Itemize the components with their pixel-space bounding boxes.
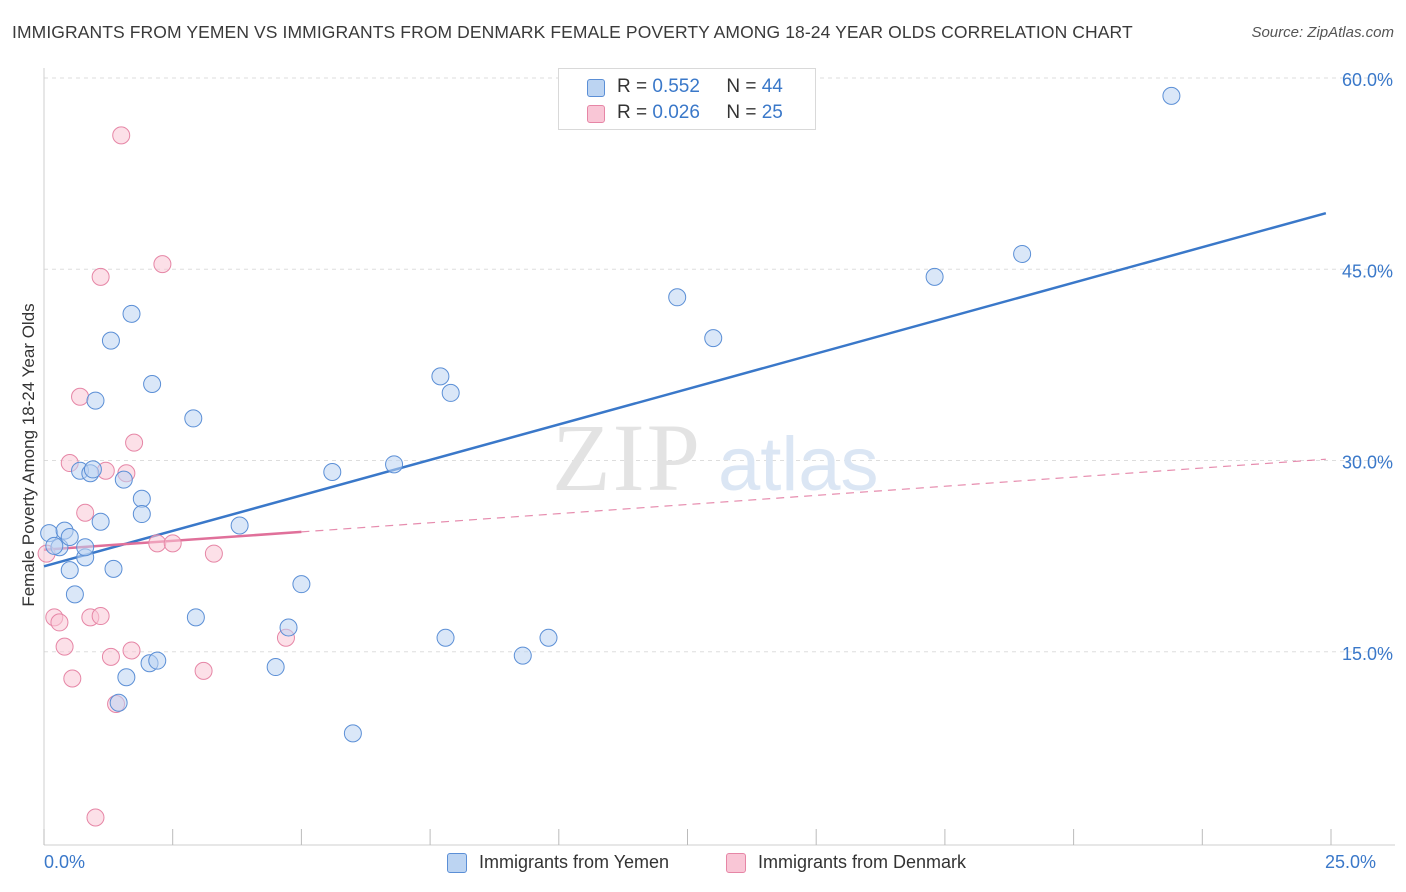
denmark-point <box>112 126 131 145</box>
r-label: R = <box>617 76 648 97</box>
yemen-point <box>122 304 141 323</box>
denmark-point <box>50 613 69 632</box>
denmark-point <box>55 637 74 656</box>
data-points <box>37 86 1181 827</box>
yemen-point <box>704 329 723 348</box>
y-tick-label: 45.0% <box>1342 261 1393 281</box>
denmark-point <box>194 661 213 680</box>
yemen-point <box>143 375 162 393</box>
denmark-point <box>76 503 95 522</box>
n-label: N = <box>726 76 757 97</box>
denmark-point <box>122 641 141 660</box>
yemen-point <box>925 267 944 286</box>
yemen-point <box>513 646 532 665</box>
yemen-point <box>45 536 64 555</box>
trend-lines <box>43 211 1327 568</box>
yemen-point <box>323 462 342 481</box>
yemen-legend-label: Immigrants from Yemen <box>479 852 670 872</box>
y-tick-labels: 15.0% 30.0% 45.0% 60.0% <box>1342 70 1393 664</box>
n-label: N = <box>726 102 757 123</box>
yemen-point <box>148 651 167 670</box>
denmark-n-value: 25 <box>761 102 783 123</box>
x-tick-label-max: 25.0% <box>1325 852 1377 872</box>
denmark-point <box>163 534 182 553</box>
yemen-point <box>83 460 102 479</box>
watermark-zip: ZIP <box>552 404 702 511</box>
denmark-swatch <box>587 105 605 123</box>
yemen-point <box>91 512 110 531</box>
yemen-r-value: 0.552 <box>652 76 700 97</box>
denmark-point <box>63 669 82 688</box>
denmark-point <box>204 544 223 563</box>
yemen-point <box>230 516 249 535</box>
yemen-n-value: 44 <box>761 76 783 97</box>
yemen-point <box>184 409 203 428</box>
denmark-point <box>125 433 144 452</box>
yemen-point <box>279 618 298 637</box>
r-label: R = <box>617 102 648 123</box>
yemen-point <box>114 470 133 489</box>
yemen-point <box>132 505 151 524</box>
yemen-point <box>1162 86 1181 105</box>
denmark-point <box>91 267 110 286</box>
denmark-point <box>91 607 110 626</box>
yemen-point <box>431 367 450 386</box>
denmark-legend-swatch <box>726 853 746 873</box>
yemen-point <box>117 668 136 687</box>
yemen-point <box>441 383 460 402</box>
yemen-point <box>266 658 285 677</box>
y-tick-label: 30.0% <box>1342 453 1393 473</box>
denmark-point <box>148 534 167 553</box>
denmark-point <box>101 647 120 666</box>
chart-title: IMMIGRANTS FROM YEMEN VS IMMIGRANTS FROM… <box>12 22 1133 42</box>
yemen-point <box>60 528 79 546</box>
source-label: Source: ZipAtlas.com <box>1251 24 1394 41</box>
yemen-point <box>186 608 205 627</box>
yemen-point <box>76 538 95 557</box>
gridlines <box>44 77 1395 653</box>
y-axis-label: Female Poverty Among 18-24 Year Olds <box>19 303 38 606</box>
yemen-point <box>132 489 151 508</box>
denmark-point <box>86 808 105 827</box>
yemen-point <box>539 628 558 647</box>
yemen-point <box>101 331 120 350</box>
x-tick-label-min: 0.0% <box>44 852 86 872</box>
axes <box>43 68 1395 846</box>
watermark: ZIP atlas <box>552 404 879 511</box>
yemen-point <box>60 561 79 580</box>
y-tick-label: 60.0% <box>1342 70 1393 90</box>
yemen-point <box>104 559 123 578</box>
yemen-point <box>343 724 362 743</box>
denmark-point <box>153 255 172 274</box>
denmark-legend-label: Immigrants from Denmark <box>758 852 967 872</box>
yemen-point <box>86 391 105 410</box>
yemen-point <box>292 575 311 594</box>
denmark-point <box>71 387 90 406</box>
denmark-r-value: 0.026 <box>652 102 700 123</box>
yemen-point <box>668 288 687 307</box>
yemen-legend-swatch <box>447 853 467 873</box>
yemen-point <box>109 693 128 712</box>
yemen-point <box>1013 244 1032 263</box>
y-tick-label: 15.0% <box>1342 644 1393 664</box>
yemen-swatch <box>587 79 605 97</box>
denmark-trend-extension <box>301 458 1326 533</box>
yemen-point <box>65 585 84 604</box>
yemen-trend-line <box>43 211 1327 568</box>
yemen-point <box>385 455 404 474</box>
correlation-legend: R = 0.552 N = 44 R = 0.026 N = 25 <box>558 68 816 130</box>
yemen-point <box>436 628 455 647</box>
watermark-atlas: atlas <box>718 422 879 507</box>
